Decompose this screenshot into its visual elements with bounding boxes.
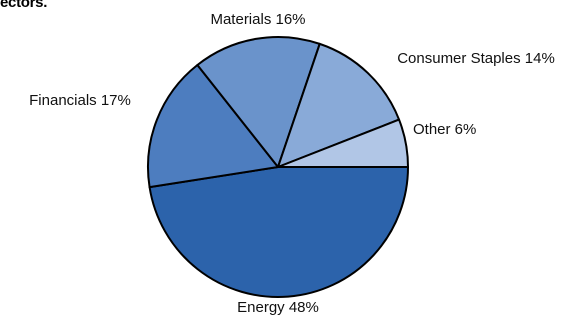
slice-label-other: Other 6% <box>413 121 476 138</box>
pie-slices <box>147 36 409 298</box>
pie-labels: Energy 48% Financials 17% Materials 16% Con… <box>29 11 555 316</box>
slice-label-energy: Energy 48% <box>237 299 319 316</box>
chart-title: ectors. <box>0 0 48 11</box>
pie-slice-energy <box>148 166 409 298</box>
slice-label-financials: Financials 17% <box>29 92 131 109</box>
slice-label-materials: Materials 16% <box>210 11 305 28</box>
pie-slice-other <box>277 118 409 168</box>
pie-slice-materials <box>196 36 321 168</box>
pie-slice-consumer-staples <box>277 42 401 168</box>
pie-slice-financials <box>147 64 279 189</box>
slice-label-consumer-staples: Consumer Staples 14% <box>397 50 555 67</box>
